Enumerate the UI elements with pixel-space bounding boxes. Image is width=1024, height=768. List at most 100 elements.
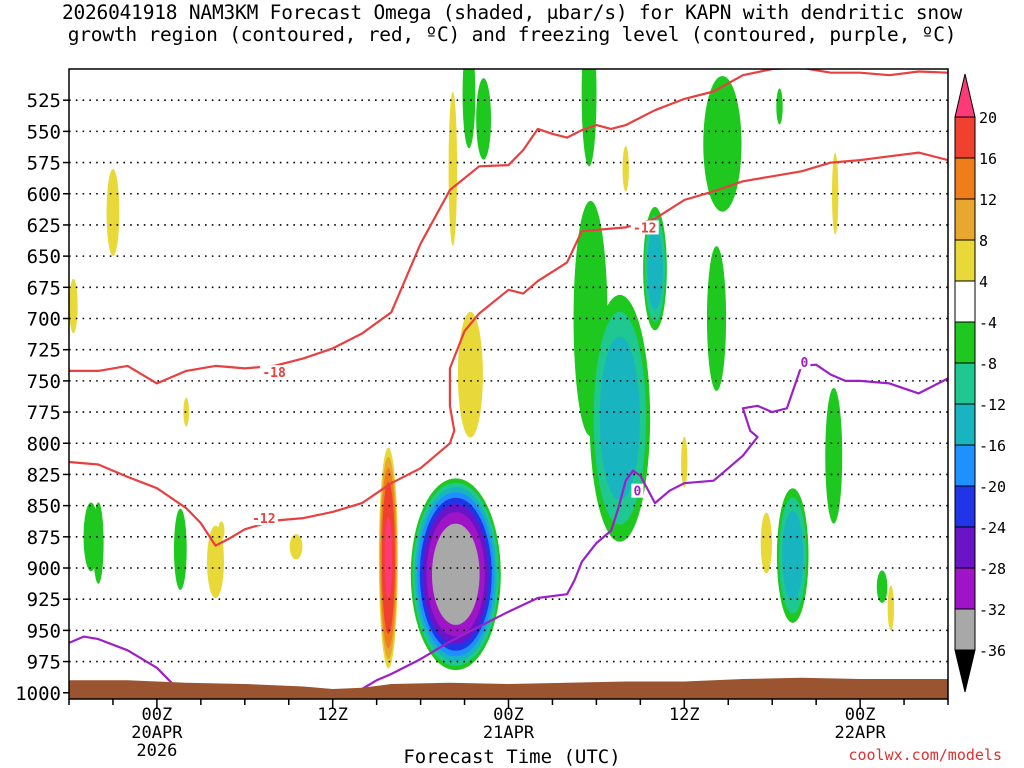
colorbar-label: 4: [979, 273, 988, 291]
omega-region: [476, 78, 492, 160]
colorbar-label: -20: [979, 478, 1006, 496]
x-tick-label: 12Z: [317, 705, 348, 725]
contour-label: 0: [801, 356, 809, 371]
colorbar-bin: [954, 526, 976, 569]
omega-shade-level: [776, 88, 783, 125]
omega-region: [622, 146, 629, 192]
omega-region: [69, 278, 78, 334]
y-tick-label: 650: [27, 246, 61, 268]
omega-shade-level: [703, 75, 742, 212]
y-tick-label: 825: [27, 464, 61, 486]
x-tick-label: 20APR: [131, 723, 183, 743]
colorbar-label: -16: [979, 437, 1006, 455]
omega-region: [410, 478, 501, 671]
omega-shade-level: [69, 278, 78, 334]
x-tick-label: 00Z: [845, 705, 876, 725]
omega-shade-level: [825, 387, 843, 524]
omega-shade-level: [457, 311, 483, 438]
colorbar-bin: [954, 116, 976, 159]
y-tick-label: 900: [27, 558, 61, 580]
omega-shade-level: [647, 227, 663, 310]
colorbar-bottom-arrow: [954, 649, 976, 693]
y-tick-label: 550: [27, 121, 61, 143]
omega-region: [776, 488, 809, 623]
contour-label-bg: [249, 511, 278, 526]
source-credit[interactable]: coolwx.com/models: [848, 746, 1002, 764]
omega-shade-level: [760, 512, 772, 574]
y-tick-label: 800: [27, 433, 61, 455]
omega-region: [643, 206, 667, 331]
omega-region: [106, 169, 120, 256]
colorbar-label: -8: [979, 355, 997, 373]
y-tick-label: 625: [27, 215, 61, 237]
contour-label: 0: [634, 485, 642, 500]
y-tick-label: 950: [27, 620, 61, 642]
colorbar-bin: [954, 321, 976, 364]
colorbar-bin: [954, 280, 976, 323]
y-tick-label: 925: [27, 589, 61, 611]
y-tick-label: 725: [27, 340, 61, 362]
x-tick-label: 12Z: [669, 705, 700, 725]
omega-shade-level: [431, 523, 480, 625]
chart-title: 2026041918 NAM3KM Forecast Omega (shaded…: [0, 2, 1024, 46]
omega-region: [448, 91, 458, 246]
omega-region: [173, 508, 187, 591]
omega-region: [760, 512, 772, 574]
colorbar-bin: [954, 485, 976, 528]
contour-line: [69, 69, 948, 385]
colorbar: 20 16 12 8 4 -4 -8 -12 -16 -20 -24 -28 -32 -36: [954, 73, 1006, 693]
omega-shade-level: [581, 69, 597, 167]
plot-area: [69, 69, 948, 699]
omega-shade-level: [173, 508, 187, 591]
omega-region: [832, 153, 839, 235]
omega-shade-level: [218, 521, 225, 540]
omega-shade-level: [448, 91, 458, 246]
colorbar-label: 16: [979, 150, 997, 168]
y-tick-label: 525: [27, 90, 61, 112]
x-tick-label: 2026: [136, 741, 177, 761]
omega-shade-level: [681, 436, 688, 488]
colorbar-bin: [954, 608, 976, 651]
omega-shade-level: [599, 336, 640, 501]
x-tick-label: 22APR: [835, 723, 887, 743]
x-tick-label: 21APR: [483, 723, 535, 743]
omega-region: [887, 585, 895, 631]
omega-shade-level: [462, 69, 476, 149]
omega-region: [876, 570, 888, 604]
y-tick-label: 600: [27, 184, 61, 206]
omega-shade-level: [887, 585, 895, 631]
contour-label-bg: [260, 365, 289, 380]
omega-shade-level: [782, 510, 804, 601]
axes: 525 550 575 600 625 650 675 700 725 750 775 800 825 8…: [15, 90, 949, 761]
omega-shade-level: [289, 534, 303, 560]
colorbar-label: 12: [979, 191, 997, 209]
terrain-ground: [69, 677, 948, 699]
omega-region: [457, 311, 483, 438]
omega-shade-level: [622, 146, 629, 192]
colorbar-bin: [954, 567, 976, 610]
colorbar-bin: [954, 362, 976, 405]
colorbar-label: -36: [979, 642, 1006, 660]
omega-region: [776, 88, 783, 125]
x-tick-label: 00Z: [142, 705, 173, 725]
colorbar-bin: [954, 157, 976, 200]
y-tick-label: 700: [27, 309, 61, 331]
terrain-fill: [69, 677, 948, 699]
colorbar-bin: [954, 444, 976, 487]
omega-shade-level: [476, 78, 492, 160]
y-tick-label: 750: [27, 371, 61, 393]
colorbar-label: -28: [979, 560, 1006, 578]
omega-region: [378, 447, 398, 669]
y-tick-label: 975: [27, 652, 61, 674]
omega-region: [462, 69, 476, 149]
omega-region: [825, 387, 843, 524]
omega-region: [183, 397, 190, 427]
contour-label-bg: [631, 483, 644, 498]
y-tick-label: 675: [27, 277, 61, 299]
omega-shade-level: [876, 570, 888, 604]
omega-shade-level: [106, 169, 120, 256]
omega-region: [218, 521, 225, 540]
contour-label-bg: [630, 220, 659, 235]
omega-shade-level: [384, 516, 392, 600]
y-tick-label: 775: [27, 402, 61, 424]
